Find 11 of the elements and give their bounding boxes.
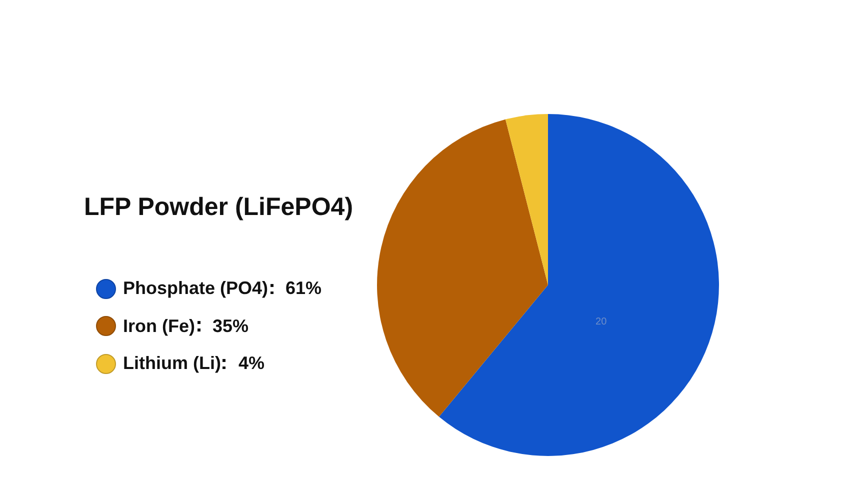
data-label: 35%	[212, 316, 249, 337]
pie-slice	[439, 114, 719, 456]
legend-label: Lithium (Li)	[123, 353, 221, 374]
data-label: 61%	[286, 278, 322, 300]
pie-slice	[505, 114, 548, 285]
legend-label: Phosphate (PO4)	[123, 278, 268, 300]
text: 20	[596, 316, 607, 328]
legend-label: Iron (Fe)	[123, 316, 195, 337]
data-label: 4%	[238, 353, 264, 374]
pie-slice	[377, 119, 548, 417]
text: LFP Powder (LiFePO4)	[84, 192, 354, 222]
